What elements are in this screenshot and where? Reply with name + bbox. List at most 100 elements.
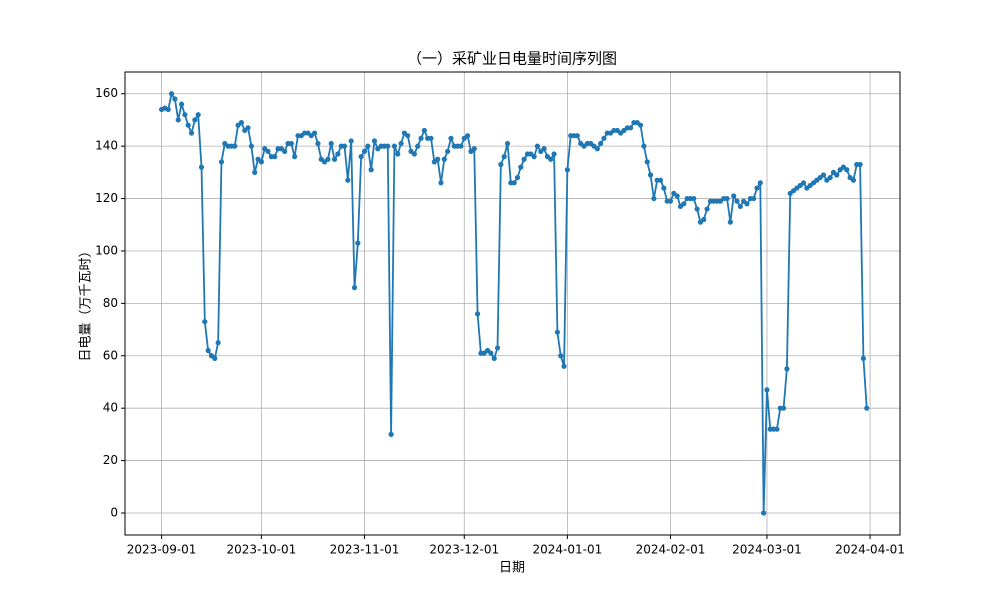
data-point: [198, 164, 205, 170]
data-point: [754, 185, 760, 191]
data-point: [282, 148, 288, 154]
data-point: [288, 140, 294, 147]
data-point: [594, 146, 600, 152]
data-point: [554, 329, 561, 335]
data-point: [188, 130, 195, 136]
data-point: [458, 143, 464, 149]
data-point: [744, 201, 750, 207]
data-point: [647, 172, 654, 178]
data-point: [598, 140, 604, 147]
data-point: [212, 355, 218, 361]
y-tick-label: 0: [110, 505, 118, 519]
data-point: [820, 172, 827, 178]
data-point: [834, 172, 840, 178]
data-point: [857, 161, 863, 168]
data-point: [541, 146, 547, 152]
data-point: [418, 135, 424, 141]
data-point: [724, 195, 730, 202]
data-point: [474, 311, 481, 317]
data-point: [445, 148, 451, 154]
data-point: [860, 355, 867, 361]
data-point: [185, 122, 191, 128]
data-point: [531, 154, 537, 160]
data-point: [192, 117, 198, 123]
data-point: [438, 180, 444, 186]
y-tick-label: 140: [95, 139, 118, 153]
data-point: [534, 143, 541, 149]
data-point: [501, 154, 507, 160]
data-point: [292, 154, 298, 160]
data-point: [731, 193, 737, 199]
data-point: [175, 117, 181, 123]
data-point: [800, 180, 807, 186]
data-point: [395, 151, 401, 157]
data-point: [365, 143, 371, 149]
y-tick-label: 120: [95, 191, 118, 205]
data-point: [258, 159, 264, 165]
chart-title: （一）采矿业日电量时间序列图: [407, 50, 617, 68]
y-tick-label: 160: [95, 86, 118, 100]
data-point: [331, 156, 338, 162]
data-point: [428, 135, 434, 141]
data-point: [358, 154, 364, 160]
data-point: [388, 431, 394, 437]
data-point: [265, 148, 271, 154]
data-point: [248, 143, 254, 149]
data-point: [674, 193, 680, 199]
data-point: [165, 106, 171, 113]
x-tick-label: 2023-09-01: [127, 543, 197, 557]
x-tick-label: 2024-01-01: [533, 543, 603, 557]
data-point: [737, 203, 743, 210]
x-tick-label: 2024-03-01: [732, 543, 802, 557]
data-point: [415, 143, 421, 149]
data-point: [651, 195, 657, 202]
data-point: [757, 180, 763, 186]
data-point: [232, 143, 238, 149]
data-point: [511, 180, 517, 186]
data-point: [551, 151, 557, 157]
data-point: [864, 405, 870, 411]
data-point: [498, 161, 504, 168]
y-tick-label: 20: [103, 453, 118, 467]
data-point: [391, 143, 398, 149]
x-tick-label: 2023-10-01: [226, 543, 296, 557]
data-point: [315, 140, 321, 147]
data-point: [361, 148, 368, 154]
data-point: [564, 167, 570, 173]
data-point: [561, 363, 567, 369]
y-tick-label: 100: [95, 243, 118, 257]
data-point: [784, 366, 790, 372]
data-point: [421, 127, 427, 134]
data-point: [245, 125, 251, 131]
y-tick-label: 40: [103, 401, 118, 415]
data-point: [661, 185, 667, 191]
x-tick-label: 2023-11-01: [330, 543, 400, 557]
data-point: [471, 146, 477, 152]
x-axis-label: 日期: [499, 561, 525, 576]
data-point: [504, 140, 511, 147]
data-point: [178, 101, 185, 107]
data-point: [774, 426, 780, 432]
data-point: [335, 151, 341, 157]
data-point: [761, 510, 767, 516]
data-point: [521, 156, 527, 162]
data-point: [844, 167, 850, 173]
data-point: [734, 198, 740, 204]
data-point: [328, 140, 334, 147]
data-point: [701, 216, 707, 223]
data-point: [218, 159, 225, 165]
data-point: [448, 135, 454, 141]
data-point: [764, 387, 770, 393]
data-point: [202, 319, 208, 325]
data-point: [850, 177, 857, 183]
data-point: [641, 143, 647, 149]
data-point: [215, 340, 221, 346]
data-point: [494, 345, 501, 351]
data-point: [411, 151, 417, 157]
y-tick-label: 60: [103, 348, 118, 362]
data-point: [385, 143, 391, 149]
data-point: [345, 177, 351, 183]
data-point: [827, 174, 833, 181]
data-point: [172, 96, 178, 102]
